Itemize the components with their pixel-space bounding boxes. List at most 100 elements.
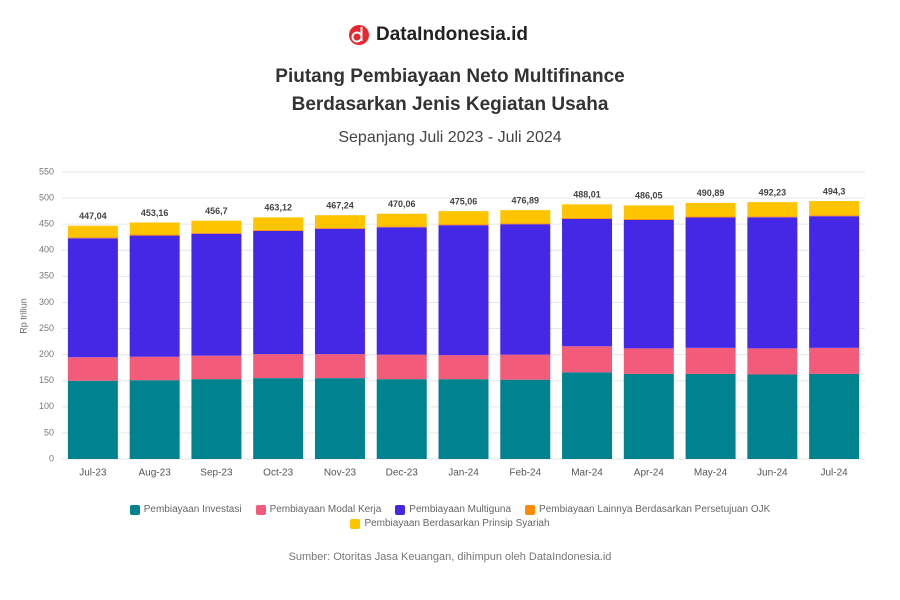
bar-segment — [253, 217, 304, 230]
total-label: 492,23 — [759, 188, 787, 198]
total-label: 456,7 — [205, 206, 228, 216]
y-tick-label: 100 — [39, 401, 54, 411]
bar-segment — [438, 224, 489, 226]
bar-segment — [191, 233, 242, 356]
bar-segment — [129, 356, 180, 381]
total-label: 470,06 — [388, 199, 416, 209]
x-tick-label: Jun-24 — [757, 468, 788, 479]
bar-segment — [438, 379, 489, 459]
legend-label: Pembiayaan Multiguna — [409, 504, 512, 515]
bar-segment — [500, 223, 551, 225]
bar-segment — [438, 225, 489, 356]
legend-label: Pembiayaan Lainnya Berdasarkan Persetuju… — [539, 504, 771, 515]
legend-item: Pembiayaan Lainnya Berdasarkan Persetuju… — [525, 504, 770, 515]
bar-segment — [314, 215, 365, 228]
legend-swatch — [129, 504, 140, 515]
legend-swatch — [525, 504, 536, 515]
x-tick-label: Dec-23 — [386, 468, 419, 479]
bar-segment — [500, 224, 551, 355]
chart-title: Piutang Pembiayaan Neto Multifinance — [275, 66, 624, 87]
bar-segment — [500, 210, 551, 224]
brand: DataIndonesia.id — [376, 24, 528, 45]
bar-segment — [438, 355, 489, 380]
bar-segment — [314, 227, 365, 229]
bar-segment — [623, 373, 674, 459]
bar-segment — [562, 204, 613, 218]
bar-segment — [562, 217, 613, 219]
total-label: 447,04 — [79, 211, 107, 221]
legend-item: Pembiayaan Investasi — [129, 504, 242, 515]
y-tick-label: 0 — [49, 453, 54, 463]
bar-segment — [376, 213, 427, 227]
bar-segment — [685, 347, 736, 374]
bar-segment — [129, 234, 180, 236]
y-tick-label: 500 — [39, 192, 54, 202]
legend-item: Pembiayaan Berdasarkan Prinsip Syariah — [350, 518, 550, 529]
y-tick-label: 350 — [39, 271, 54, 281]
bar-segment — [809, 215, 860, 217]
legend-label: Pembiayaan Berdasarkan Prinsip Syariah — [364, 518, 550, 529]
bar-segment — [67, 357, 118, 381]
x-tick-label: Apr-24 — [634, 468, 664, 479]
bar-segment — [376, 354, 427, 380]
source: Sumber: Otoritas Jasa Keuangan, dihimpun… — [289, 551, 612, 563]
bar-segment — [747, 216, 798, 218]
y-tick-label: 300 — [39, 297, 54, 307]
bar-segment — [253, 230, 304, 355]
bar-segment — [623, 205, 674, 219]
y-tick-label: 400 — [39, 245, 54, 255]
bar-segment — [809, 201, 860, 216]
bar-segment — [747, 374, 798, 459]
legend-label: Pembiayaan Modal Kerja — [269, 504, 382, 515]
x-tick-label: Nov-23 — [324, 468, 357, 479]
chart-title: Berdasarkan Jenis Kegiatan Usaha — [292, 94, 609, 115]
total-label: 463,12 — [264, 203, 292, 213]
x-tick-label: Feb-24 — [509, 468, 541, 479]
y-tick-label: 150 — [39, 375, 54, 385]
legend-label: Pembiayaan Investasi — [143, 504, 242, 515]
total-label: 453,16 — [141, 208, 169, 218]
y-tick-label: 50 — [44, 427, 54, 437]
bar-segment — [500, 379, 551, 459]
x-tick-label: Mar-24 — [571, 468, 603, 479]
total-label: 488,01 — [573, 190, 601, 200]
bar-segment — [809, 347, 860, 374]
x-tick-label: Aug-23 — [139, 468, 172, 479]
bar-segment — [314, 228, 365, 355]
bar-segment — [438, 211, 489, 225]
bar-segment — [129, 235, 180, 357]
total-label: 490,89 — [697, 188, 725, 198]
bar-segment — [67, 380, 118, 459]
bar-segment — [253, 378, 304, 459]
bar-segment — [253, 354, 304, 379]
bar-segment — [685, 373, 736, 459]
bar-segment — [562, 346, 613, 373]
bar-segment — [623, 218, 674, 220]
bar-segment — [67, 238, 118, 358]
x-tick-label: Jul-23 — [79, 468, 107, 479]
x-tick-label: Jan-24 — [448, 468, 479, 479]
bar-segment — [253, 229, 304, 231]
x-tick-label: Sep-23 — [200, 468, 233, 479]
bar-segment — [191, 232, 242, 234]
bar-segment — [562, 218, 613, 347]
total-label: 467,24 — [326, 201, 354, 211]
bar-segment — [376, 379, 427, 459]
bar-segment — [747, 348, 798, 375]
legend-item: Pembiayaan Modal Kerja — [255, 504, 382, 515]
legend-swatch — [350, 518, 361, 529]
bar-segment — [562, 372, 613, 459]
y-tick-label: 250 — [39, 323, 54, 333]
bar-segment — [191, 355, 242, 380]
x-tick-label: May-24 — [694, 468, 728, 479]
bar-segment — [67, 237, 118, 239]
bar-segment — [191, 379, 242, 459]
bar-segment — [747, 202, 798, 217]
bar-segment — [809, 216, 860, 348]
legend: Pembiayaan Investasi Pembiayaan Modal Ker… — [90, 504, 810, 529]
bar-segment — [500, 354, 551, 380]
chart-subtitle: Sepanjang Juli 2023 - Juli 2024 — [338, 129, 561, 146]
bar-segment — [191, 220, 242, 233]
